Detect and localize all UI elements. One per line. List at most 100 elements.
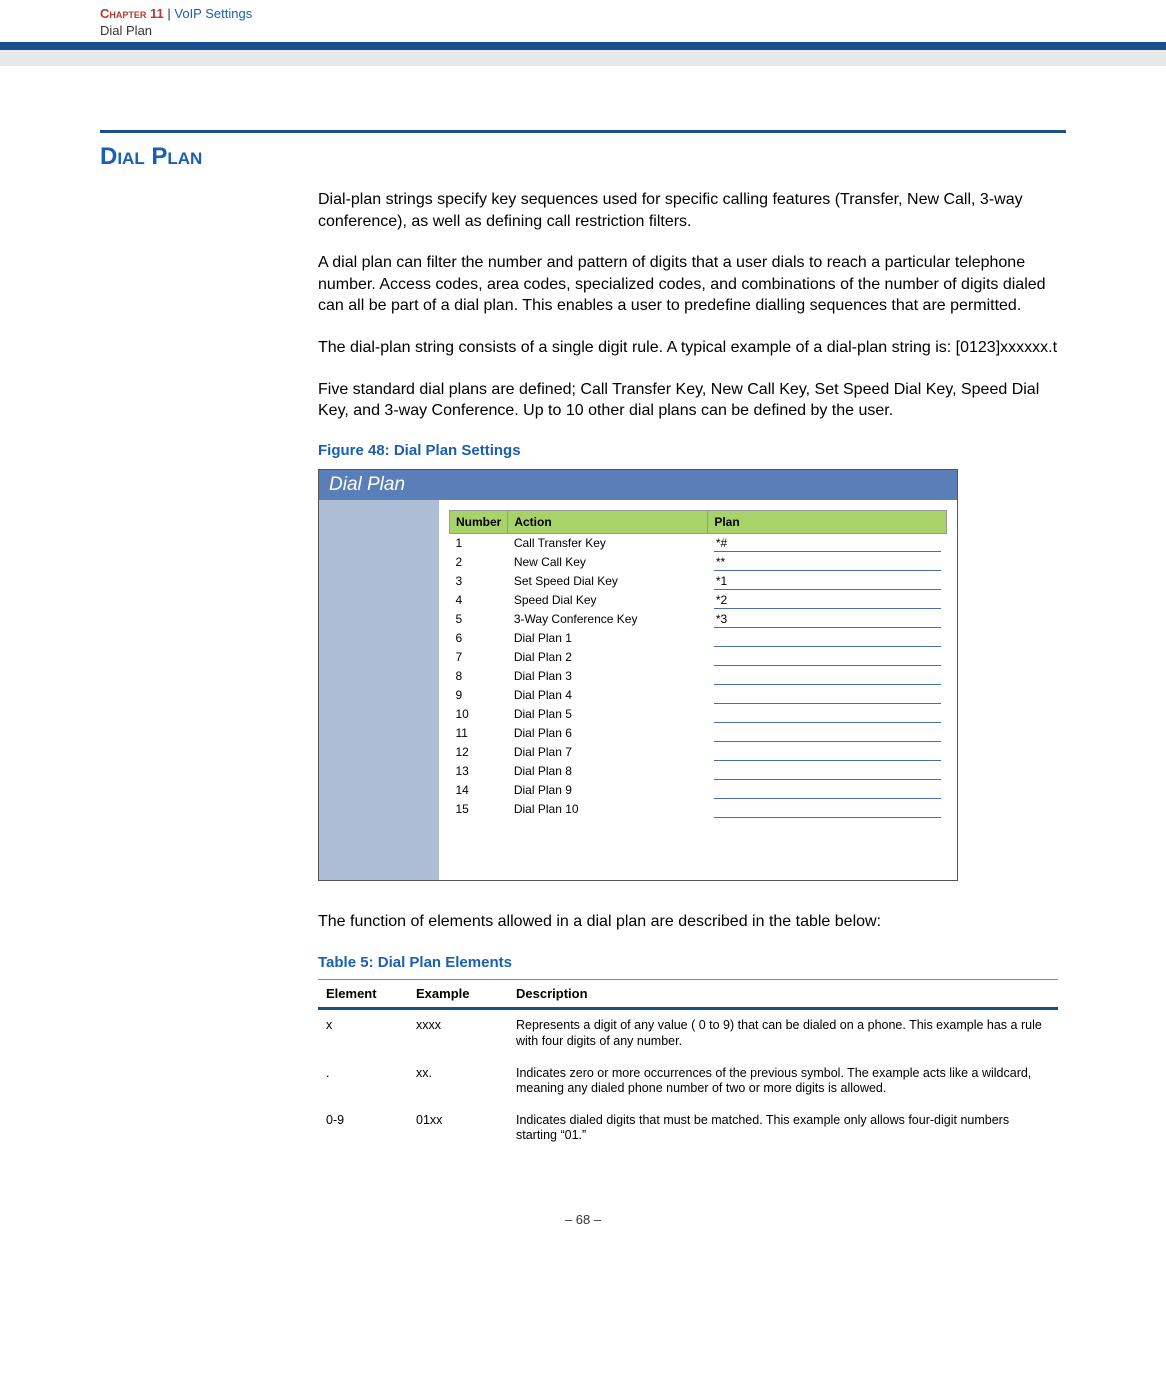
col-element: Element bbox=[318, 980, 408, 1009]
row-action: Set Speed Dial Key bbox=[508, 572, 708, 591]
row-number: 2 bbox=[450, 553, 508, 572]
section-rule bbox=[100, 130, 1066, 133]
page-footer: – 68 – bbox=[0, 1152, 1166, 1247]
dial-plan-row: 53-Way Conference Key bbox=[450, 610, 947, 629]
figure-caption: Figure 48: Dial Plan Settings bbox=[318, 442, 1066, 459]
row-action: Dial Plan 1 bbox=[508, 629, 708, 648]
row-number: 5 bbox=[450, 610, 508, 629]
cell-element: . bbox=[318, 1058, 408, 1105]
dial-plan-row: 8Dial Plan 3 bbox=[450, 667, 947, 686]
row-number: 14 bbox=[450, 781, 508, 800]
dial-plan-row: 3Set Speed Dial Key bbox=[450, 572, 947, 591]
row-number: 3 bbox=[450, 572, 508, 591]
body-text: Dial-plan strings specify key sequences … bbox=[318, 189, 1066, 422]
dial-plan-screenshot: Dial Plan Number Action Plan 1Call Trans… bbox=[318, 469, 958, 881]
row-plan-cell bbox=[708, 591, 947, 610]
row-plan-cell bbox=[708, 762, 947, 781]
chapter-separator: | bbox=[167, 6, 170, 21]
row-number: 4 bbox=[450, 591, 508, 610]
paragraph: A dial plan can filter the number and pa… bbox=[318, 252, 1066, 317]
plan-input[interactable] bbox=[714, 668, 941, 685]
elements-row: .xx.Indicates zero or more occurrences o… bbox=[318, 1058, 1058, 1105]
row-number: 7 bbox=[450, 648, 508, 667]
plan-input[interactable] bbox=[714, 763, 941, 780]
dial-plan-row: 11Dial Plan 6 bbox=[450, 724, 947, 743]
row-action: Dial Plan 8 bbox=[508, 762, 708, 781]
dial-plan-row: 2New Call Key bbox=[450, 553, 947, 572]
cell-example: xx. bbox=[408, 1058, 508, 1105]
row-number: 12 bbox=[450, 743, 508, 762]
header-band bbox=[0, 50, 1166, 66]
chapter-line: Chapter 11 | VoIP Settings bbox=[100, 6, 1166, 21]
page-header: Chapter 11 | VoIP Settings Dial Plan bbox=[0, 0, 1166, 50]
paragraph: The dial-plan string consists of a singl… bbox=[318, 337, 1066, 359]
plan-input[interactable] bbox=[714, 744, 941, 761]
row-action: New Call Key bbox=[508, 553, 708, 572]
plan-input[interactable] bbox=[714, 592, 941, 609]
elements-row: 0-901xxIndicates dialed digits that must… bbox=[318, 1105, 1058, 1152]
row-action: Dial Plan 2 bbox=[508, 648, 708, 667]
plan-input[interactable] bbox=[714, 782, 941, 799]
row-plan-cell bbox=[708, 686, 947, 705]
row-number: 13 bbox=[450, 762, 508, 781]
plan-input[interactable] bbox=[714, 573, 941, 590]
row-plan-cell bbox=[708, 724, 947, 743]
panel-main: Number Action Plan 1Call Transfer Key2Ne… bbox=[439, 500, 957, 880]
row-action: Dial Plan 10 bbox=[508, 800, 708, 819]
after-figure-text: The function of elements allowed in a di… bbox=[318, 911, 1066, 933]
dial-plan-row: 13Dial Plan 8 bbox=[450, 762, 947, 781]
row-action: Call Transfer Key bbox=[508, 533, 708, 553]
cell-description: Represents a digit of any value ( 0 to 9… bbox=[508, 1009, 1058, 1058]
chapter-label: Chapter 11 bbox=[100, 6, 164, 21]
row-action: Dial Plan 4 bbox=[508, 686, 708, 705]
breadcrumb: Dial Plan bbox=[100, 23, 1166, 38]
plan-input[interactable] bbox=[714, 706, 941, 723]
section-title: Dial Plan bbox=[100, 143, 1066, 171]
dial-plan-row: 6Dial Plan 1 bbox=[450, 629, 947, 648]
row-action: Dial Plan 7 bbox=[508, 743, 708, 762]
row-plan-cell bbox=[708, 553, 947, 572]
plan-input[interactable] bbox=[714, 725, 941, 742]
plan-input[interactable] bbox=[714, 630, 941, 647]
dial-plan-row: 4Speed Dial Key bbox=[450, 591, 947, 610]
row-plan-cell bbox=[708, 572, 947, 591]
plan-input[interactable] bbox=[714, 801, 941, 818]
plan-input[interactable] bbox=[714, 687, 941, 704]
row-number: 1 bbox=[450, 533, 508, 553]
row-number: 8 bbox=[450, 667, 508, 686]
plan-input[interactable] bbox=[714, 611, 941, 628]
row-action: Dial Plan 3 bbox=[508, 667, 708, 686]
dial-plan-row: 12Dial Plan 7 bbox=[450, 743, 947, 762]
panel-sidebar bbox=[319, 500, 439, 880]
row-number: 6 bbox=[450, 629, 508, 648]
plan-input[interactable] bbox=[714, 535, 941, 552]
col-example: Example bbox=[408, 980, 508, 1009]
row-action: Speed Dial Key bbox=[508, 591, 708, 610]
row-plan-cell bbox=[708, 629, 947, 648]
header-rule bbox=[0, 42, 1166, 46]
row-plan-cell bbox=[708, 648, 947, 667]
plan-input[interactable] bbox=[714, 649, 941, 666]
row-number: 10 bbox=[450, 705, 508, 724]
dial-plan-row: 7Dial Plan 2 bbox=[450, 648, 947, 667]
cell-example: xxxx bbox=[408, 1009, 508, 1058]
dial-plan-row: 9Dial Plan 4 bbox=[450, 686, 947, 705]
row-plan-cell bbox=[708, 533, 947, 553]
col-number: Number bbox=[450, 510, 508, 533]
row-plan-cell bbox=[708, 743, 947, 762]
row-action: Dial Plan 6 bbox=[508, 724, 708, 743]
plan-input[interactable] bbox=[714, 554, 941, 571]
row-plan-cell bbox=[708, 800, 947, 819]
table5-caption: Table 5: Dial Plan Elements bbox=[318, 954, 1066, 971]
row-action: 3-Way Conference Key bbox=[508, 610, 708, 629]
dial-plan-row: 15Dial Plan 10 bbox=[450, 800, 947, 819]
dial-plan-table: Number Action Plan 1Call Transfer Key2Ne… bbox=[449, 510, 947, 819]
elements-table: Element Example Description xxxxxReprese… bbox=[318, 979, 1058, 1152]
panel-title: Dial Plan bbox=[319, 470, 957, 500]
row-plan-cell bbox=[708, 705, 947, 724]
elements-row: xxxxxRepresents a digit of any value ( 0… bbox=[318, 1009, 1058, 1058]
paragraph: Dial-plan strings specify key sequences … bbox=[318, 189, 1066, 232]
row-action: Dial Plan 5 bbox=[508, 705, 708, 724]
col-plan: Plan bbox=[708, 510, 947, 533]
dial-plan-row: 10Dial Plan 5 bbox=[450, 705, 947, 724]
